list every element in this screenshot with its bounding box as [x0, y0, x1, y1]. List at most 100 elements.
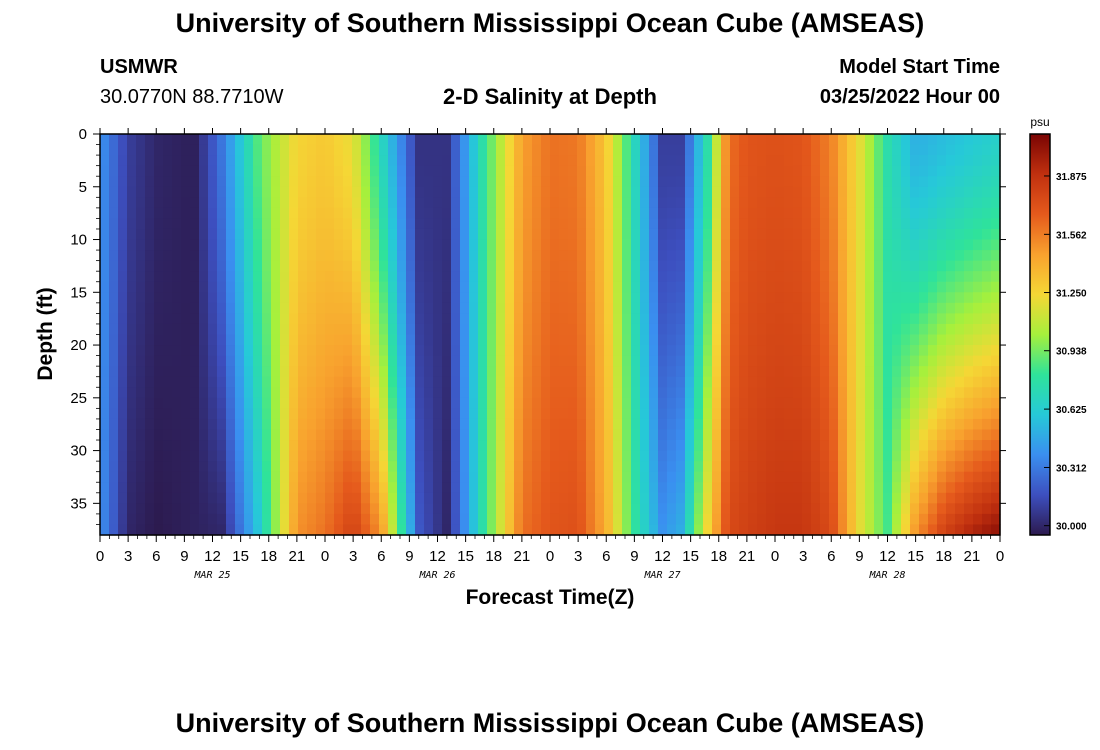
heatmap-cell: [784, 176, 794, 188]
heatmap-cell: [406, 134, 416, 146]
heatmap-cell: [685, 345, 695, 357]
heatmap-cell: [271, 197, 281, 209]
heatmap-cell: [784, 461, 794, 473]
heatmap-cell: [622, 334, 632, 346]
heatmap-cell: [568, 271, 578, 283]
heatmap-cell: [190, 418, 200, 431]
heatmap-cell: [748, 155, 758, 167]
heatmap-cell: [244, 366, 254, 378]
heatmap-cell: [379, 397, 389, 409]
heatmap-cell: [865, 334, 875, 346]
heatmap-cell: [721, 376, 731, 388]
heatmap-cell: [127, 134, 137, 146]
heatmap-cell: [721, 461, 731, 473]
heatmap-cell: [622, 418, 632, 431]
heatmap-cell: [631, 176, 641, 188]
heatmap-cell: [928, 165, 938, 177]
heatmap-cell: [109, 186, 119, 198]
heatmap-cell: [856, 471, 866, 483]
heatmap-cell: [298, 450, 308, 462]
heatmap-cell: [739, 218, 749, 230]
heatmap-cell: [811, 197, 821, 209]
heatmap-cell: [505, 292, 515, 304]
heatmap-cell: [397, 334, 407, 346]
heatmap-cell: [496, 387, 506, 399]
heatmap-cell: [397, 323, 407, 336]
heatmap-cell: [559, 144, 569, 156]
model-start-value: 03/25/2022 Hour 00: [819, 86, 1000, 108]
heatmap-cell: [451, 144, 461, 156]
heatmap-cell: [892, 260, 902, 272]
heatmap-cell: [523, 440, 533, 452]
heatmap-cell: [802, 250, 812, 262]
heatmap-cell: [244, 482, 254, 494]
heatmap-cell: [469, 513, 479, 526]
heatmap-cell: [325, 250, 335, 262]
heatmap-cell: [856, 186, 866, 198]
heatmap-cell: [460, 292, 470, 304]
heatmap-cell: [280, 450, 290, 462]
heatmap-cell: [577, 482, 587, 494]
heatmap-cell: [937, 355, 947, 367]
heatmap-cell: [955, 397, 965, 409]
heatmap-cell: [784, 197, 794, 209]
heatmap-cell: [334, 492, 344, 504]
heatmap-cell: [901, 355, 911, 367]
heatmap-cell: [937, 408, 947, 420]
heatmap-cell: [100, 376, 110, 388]
heatmap-cell: [874, 461, 884, 473]
heatmap-cell: [631, 387, 641, 399]
heatmap-cell: [226, 461, 236, 473]
heatmap-cell: [190, 260, 200, 272]
heatmap-cell: [910, 503, 920, 515]
heatmap-cell: [856, 281, 866, 293]
heatmap-cell: [370, 524, 380, 536]
heatmap-cell: [613, 355, 623, 367]
heatmap-cell: [415, 207, 425, 220]
heatmap-cell: [388, 440, 398, 452]
heatmap-cell: [991, 218, 1001, 230]
heatmap-cell: [595, 144, 605, 156]
y-tick-label: 25: [70, 390, 87, 407]
heatmap-cell: [343, 355, 353, 367]
heatmap-cell: [262, 207, 272, 220]
heatmap-cell: [595, 397, 605, 409]
heatmap-cell: [361, 524, 371, 536]
heatmap-cell: [460, 260, 470, 272]
heatmap-cell: [532, 239, 542, 251]
heatmap-cell: [496, 376, 506, 388]
heatmap-cell: [325, 134, 335, 146]
heatmap-cell: [244, 429, 254, 441]
heatmap-cell: [334, 471, 344, 483]
heatmap-cell: [190, 323, 200, 336]
heatmap-cell: [406, 355, 416, 367]
heatmap-cell: [685, 239, 695, 251]
heatmap-cell: [955, 440, 965, 452]
heatmap-cell: [910, 239, 920, 251]
heatmap-cell: [946, 429, 956, 441]
heatmap-cell: [379, 440, 389, 452]
heatmap-cell: [316, 176, 326, 188]
heatmap-cell: [226, 355, 236, 367]
heatmap-cell: [199, 239, 209, 251]
heatmap-cell: [415, 144, 425, 156]
heatmap-cell: [577, 144, 587, 156]
heatmap-cell: [667, 355, 677, 367]
heatmap-cell: [406, 260, 416, 272]
heatmap-cell: [478, 281, 488, 293]
heatmap-cell: [910, 186, 920, 198]
heatmap-cell: [487, 429, 497, 441]
heatmap-cell: [217, 450, 227, 462]
heatmap-cell: [163, 313, 173, 325]
heatmap-cell: [766, 165, 776, 177]
heatmap-cell: [847, 239, 857, 251]
heatmap-cell: [388, 461, 398, 473]
heatmap-cell: [784, 418, 794, 431]
heatmap-cell: [676, 503, 686, 515]
heatmap-cell: [964, 471, 974, 483]
heatmap-cell: [487, 503, 497, 515]
heatmap-cell: [199, 503, 209, 515]
heatmap-cell: [658, 239, 668, 251]
y-tick-label: 0: [79, 126, 87, 143]
heatmap-cell: [523, 134, 533, 146]
